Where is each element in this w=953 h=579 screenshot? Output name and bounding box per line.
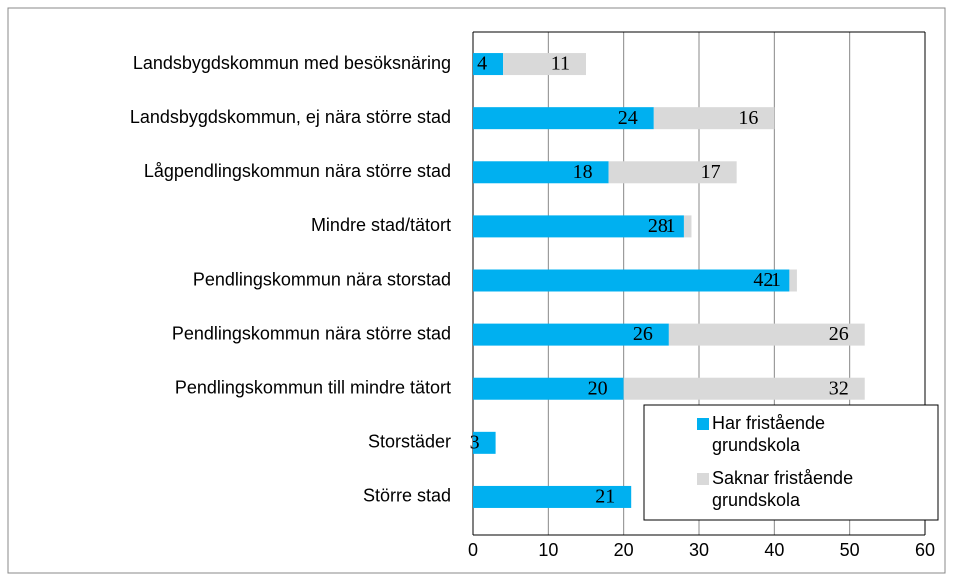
legend-swatch [697, 418, 709, 430]
x-tick-label: 10 [538, 540, 558, 560]
data-label: 26 [633, 323, 653, 345]
x-tick-label: 40 [764, 540, 784, 560]
bar-segment [789, 269, 797, 292]
y-tick-label: Pendlingskommun nära storstad [193, 269, 451, 289]
data-label: 16 [738, 107, 758, 129]
bar-segment [473, 269, 790, 292]
bar-segment [683, 215, 692, 238]
data-label: 18 [573, 161, 593, 183]
bar-segment [473, 161, 609, 184]
data-label: 42 [753, 269, 773, 291]
x-tick-label: 60 [915, 540, 935, 560]
y-tick-label: Mindre stad/tätort [311, 215, 451, 235]
bar-segment [473, 485, 632, 508]
y-tick-label: Landsbygdskommun med besöksnäring [133, 53, 451, 73]
x-tick-label: 50 [840, 540, 860, 560]
y-tick-label: Landsbygdskommun, ej nära större stad [130, 107, 451, 127]
bar-segment [473, 107, 654, 130]
legend-box [643, 404, 939, 521]
y-tick-label: Pendlingskommun till mindre tätort [175, 377, 451, 397]
data-label: 32 [829, 377, 849, 399]
data-label: 1 [771, 269, 781, 291]
y-tick-label: Pendlingskommun nära större stad [172, 323, 451, 343]
bar-segment [608, 161, 737, 184]
bar-segment [473, 323, 669, 346]
data-label: 11 [551, 53, 570, 75]
data-label: 24 [618, 107, 638, 129]
bar-segment [473, 215, 684, 238]
bar-segment [473, 431, 496, 454]
bar-segment [653, 107, 775, 130]
y-tick-label: Större stad [363, 486, 451, 506]
bar-segment [473, 377, 624, 400]
data-label: 3 [470, 431, 480, 453]
legend-swatch [697, 473, 709, 485]
x-tick-label: 20 [614, 540, 634, 560]
data-label: 1 [665, 215, 675, 237]
bar-segment [473, 53, 504, 76]
legend-label: Saknar fristående grundskola [712, 468, 853, 510]
data-label: 21 [595, 486, 615, 508]
bar-segment [503, 53, 586, 76]
y-tick-label: Storstäder [368, 432, 451, 452]
bar-segment [623, 377, 865, 400]
y-tick-label: Lågpendlingskommun nära större stad [144, 161, 451, 181]
data-label: 4 [477, 53, 487, 75]
data-label: 20 [588, 377, 608, 399]
data-label: 28 [648, 215, 668, 237]
bar-segment [668, 323, 865, 346]
data-label: 26 [829, 323, 849, 345]
x-tick-label: 0 [468, 540, 478, 560]
legend-label: Har fristående grundskola [712, 413, 825, 455]
x-tick-label: 30 [689, 540, 709, 560]
data-label: 17 [701, 161, 721, 183]
